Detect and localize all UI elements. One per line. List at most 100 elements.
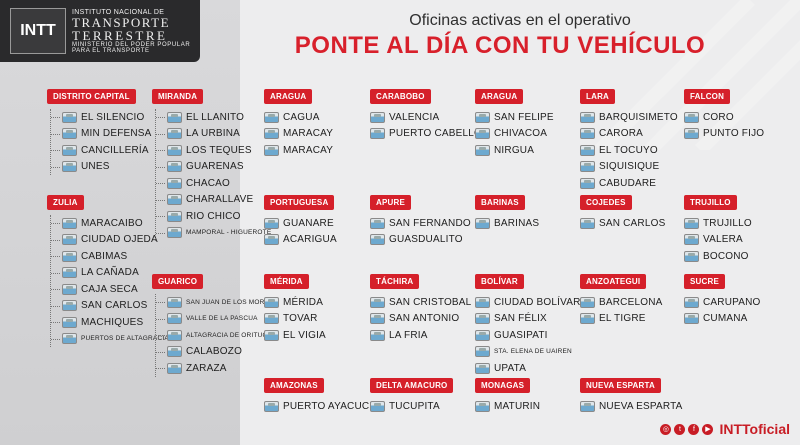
state-name-badge: BARINAS — [475, 195, 525, 210]
state-carabobo: CARABOBO VALENCIA PUERTO CABELLO — [370, 86, 482, 142]
office-name: BARCELONA — [599, 296, 663, 308]
state-name-badge: GUARICO — [152, 274, 204, 289]
office-building-icon — [167, 313, 182, 325]
office-item: PUERTO AYACUCHO — [264, 398, 385, 415]
office-item: VALLE DE LA PASCUA — [156, 311, 279, 328]
office-building-icon — [580, 296, 595, 308]
office-name: SAN CARLOS — [81, 300, 148, 312]
office-item: GUASIPATI — [475, 327, 581, 344]
office-item: CIUDAD BOLÍVAR — [475, 294, 581, 311]
office-building-icon — [167, 177, 182, 189]
office-building-icon — [167, 111, 182, 123]
instagram-icon[interactable]: ◎ — [660, 423, 672, 435]
office-name: TRUJILLO — [703, 217, 752, 229]
office-item: GUANARE — [264, 215, 337, 232]
office-item: SAN CRISTOBAL — [370, 294, 471, 311]
office-item: MACHIQUES — [51, 314, 169, 331]
office-item: SAN FELIPE — [475, 109, 554, 126]
office-item: SAN CARLOS — [580, 215, 665, 232]
office-list: GUANARE ACARIGUA — [264, 215, 337, 248]
office-item: UNES — [51, 159, 152, 176]
office-name: CAJA SECA — [81, 283, 138, 295]
office-building-icon — [580, 144, 595, 156]
logo-line: TRANSPORTE — [72, 14, 171, 30]
logo-line: INSTITUTO NACIONAL DE — [72, 8, 165, 16]
state-guarico: GUARICO SAN JUAN DE LOS MORROS VALLE DE LA… — [152, 271, 279, 377]
office-building-icon — [370, 313, 385, 325]
office-building-icon — [62, 316, 77, 328]
office-list: BARCELONA EL TIGRE — [580, 294, 663, 327]
office-item: NUEVA ESPARTA — [580, 398, 683, 415]
state-apure: APURE SAN FERNANDO GUASDUALITO — [370, 192, 471, 248]
state-name-badge: SUCRE — [684, 274, 726, 289]
office-building-icon — [264, 111, 279, 123]
office-name: PUERTO CABELLO — [389, 128, 483, 140]
office-item: MIN DEFENSA — [51, 126, 152, 143]
office-item: CHIVACOA — [475, 126, 554, 143]
office-building-icon — [264, 144, 279, 156]
youtube-icon[interactable]: ▶ — [702, 423, 714, 435]
state-bolivar: BOLÍVAR CIUDAD BOLÍVAR SAN FÉLIX GUASIPATI S… — [475, 271, 581, 377]
office-name: STA. ELENA DE UAIREN — [494, 348, 572, 356]
office-name: SAN ANTONIO — [389, 313, 460, 325]
office-building-icon — [475, 329, 490, 341]
office-building-icon — [264, 128, 279, 140]
office-name: TOVAR — [283, 313, 318, 325]
office-building-icon — [62, 283, 77, 295]
office-building-icon — [264, 217, 279, 229]
state-monagas: MONAGAS MATURIN — [475, 375, 540, 415]
state-lara: LARA BARQUISIMETO CARORA EL TOCUYO SIQUISIQU… — [580, 86, 678, 192]
office-item: EL TOCUYO — [580, 142, 678, 159]
office-list: CORO PUNTO FIJO — [684, 109, 764, 142]
office-building-icon — [62, 217, 77, 229]
page-subtitle: Oficinas activas en el operativo — [409, 12, 631, 29]
state-zulia: ZULIA MARACAIBO CIUDAD OJEDA CABIMAS LA CAÑA… — [47, 192, 169, 347]
facebook-icon[interactable]: f — [688, 423, 700, 435]
footer: ◎ t f ▶ INTToficial — [660, 421, 790, 437]
office-name: BARINAS — [494, 217, 540, 229]
office-list: CARUPANO CUMANA — [684, 294, 761, 327]
office-name: CANCILLERÍA — [81, 144, 149, 156]
office-name: MARACAY — [283, 128, 334, 140]
state-name-badge: NUEVA ESPARTA — [580, 378, 661, 393]
office-item: CORO — [684, 109, 764, 126]
office-building-icon — [580, 313, 595, 325]
twitter-icon[interactable]: t — [674, 423, 686, 435]
office-name: MIN DEFENSA — [81, 128, 152, 140]
decorative-stripes — [595, 0, 800, 150]
office-item: EL LLANITO — [156, 109, 271, 126]
office-name: TUCUPITA — [389, 400, 440, 412]
office-item: EL SILENCIO — [51, 109, 152, 126]
office-item: LA URBINA — [156, 126, 271, 143]
office-item: VALERA — [684, 232, 752, 249]
office-list: CIUDAD BOLÍVAR SAN FÉLIX GUASIPATI STA. ELE… — [475, 294, 581, 377]
office-item: MARACAY — [264, 142, 333, 159]
office-name: BOCONO — [703, 250, 749, 262]
office-item: TOVAR — [264, 311, 326, 328]
office-name: ACARIGUA — [283, 234, 337, 246]
office-name: LA CAÑADA — [81, 267, 139, 279]
office-building-icon — [62, 234, 77, 246]
social-handle[interactable]: INTToficial — [719, 421, 790, 437]
office-building-icon — [475, 362, 490, 374]
office-building-icon — [475, 296, 490, 308]
office-building-icon — [684, 217, 699, 229]
office-building-icon — [370, 400, 385, 412]
logo-text: INSTITUTO NACIONAL DE TRANSPORTE TERREST… — [72, 9, 190, 54]
office-name: SAN JUAN DE LOS MORROS — [186, 298, 280, 306]
office-name: UPATA — [494, 362, 527, 374]
state-name-badge: BOLÍVAR — [475, 274, 524, 289]
office-name: CORO — [703, 111, 734, 123]
office-name: EL LLANITO — [186, 111, 245, 123]
office-building-icon — [684, 128, 699, 140]
logo-line: MINISTERIO DEL PODER POPULAR — [72, 41, 191, 48]
office-building-icon — [580, 177, 595, 189]
office-list: CAGUA MARACAY MARACAY — [264, 109, 333, 159]
office-building-icon — [475, 400, 490, 412]
office-name: PUERTOS DE ALTAGRACIA — [81, 335, 169, 343]
office-name: MÉRIDA — [283, 296, 324, 308]
page-title: PONTE AL DÍA CON TU VEHÍCULO — [294, 32, 706, 59]
office-building-icon — [684, 111, 699, 123]
office-item: GUARENAS — [156, 159, 271, 176]
office-item: PUERTOS DE ALTAGRACIA — [51, 331, 169, 348]
